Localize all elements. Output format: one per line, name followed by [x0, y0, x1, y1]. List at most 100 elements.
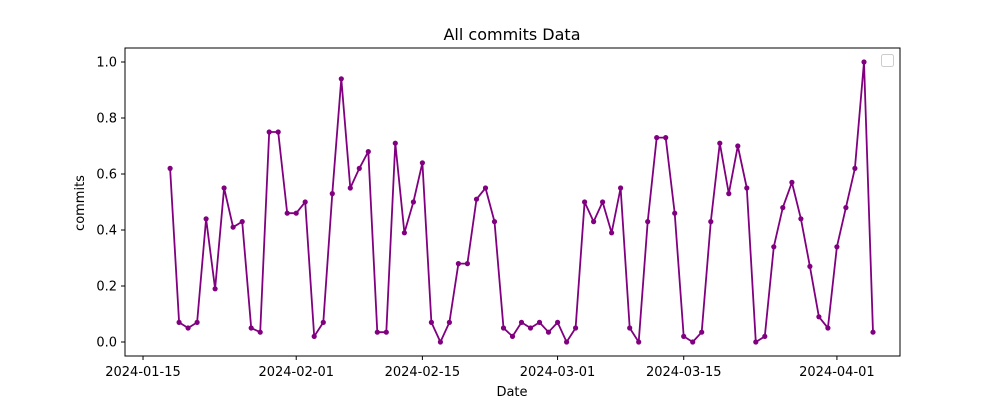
data-point — [266, 129, 272, 135]
data-point — [212, 286, 218, 292]
data-point — [383, 329, 389, 335]
y-tick-label: 0.0 — [96, 336, 117, 351]
x-tick-label: 2024-02-15 — [385, 365, 461, 380]
data-point — [708, 219, 714, 225]
data-point — [374, 329, 380, 335]
data-point — [681, 333, 687, 339]
data-point — [645, 219, 651, 225]
data-point — [527, 325, 534, 331]
data-point — [455, 261, 461, 267]
data-point — [410, 199, 416, 205]
data-point — [248, 325, 254, 331]
data-point — [717, 140, 723, 146]
data-point — [185, 325, 191, 331]
data-point — [861, 59, 867, 65]
x-tick-label: 2024-04-01 — [799, 365, 875, 380]
plot-frame — [124, 47, 901, 357]
data-point — [239, 219, 245, 225]
data-point — [176, 319, 182, 325]
data-point — [636, 339, 642, 345]
data-point — [825, 325, 831, 331]
data-point — [789, 179, 795, 185]
plot-area — [125, 48, 900, 356]
y-axis: 0.0 0.2 0.4 0.6 0.8 1.0 — [96, 56, 125, 351]
data-point — [419, 160, 425, 166]
data-point — [518, 319, 525, 325]
x-tick-label: 2024-02-01 — [258, 365, 334, 380]
data-point — [500, 325, 507, 331]
data-point — [536, 319, 543, 325]
data-point — [293, 210, 299, 216]
data-point — [329, 191, 335, 197]
y-tick-label: 1.0 — [96, 56, 117, 71]
data-point — [545, 329, 552, 335]
data-point — [302, 199, 308, 205]
data-point — [275, 129, 281, 135]
data-point — [762, 333, 768, 339]
data-point — [482, 185, 489, 191]
data-point — [257, 329, 263, 335]
data-point — [726, 191, 732, 197]
data-point — [798, 216, 804, 222]
x-axis-label: Date — [496, 385, 527, 400]
data-point — [284, 210, 290, 216]
data-point — [654, 135, 660, 141]
data-point — [167, 165, 173, 171]
chart-title: All commits Data — [443, 25, 580, 44]
data-point — [194, 319, 200, 325]
data-point — [428, 319, 434, 325]
legend-box — [881, 54, 894, 67]
data-point — [347, 185, 353, 191]
data-point — [365, 149, 371, 155]
data-point — [870, 329, 876, 335]
data-point — [771, 244, 777, 250]
data-point — [582, 199, 588, 205]
data-point — [834, 244, 840, 250]
data-point — [464, 261, 470, 267]
x-tick-label: 2024-03-15 — [646, 365, 722, 380]
data-point — [591, 219, 597, 225]
x-axis: 2024-01-15 2024-02-01 2024-02-15 2024-03-01… — [105, 356, 875, 380]
x-tick-label: 2024-01-15 — [105, 365, 181, 380]
data-point — [320, 319, 326, 325]
data-point — [690, 339, 696, 345]
data-point — [401, 230, 407, 236]
data-point — [473, 196, 480, 202]
data-point — [437, 339, 443, 345]
data-point — [203, 216, 209, 222]
data-point — [699, 329, 705, 335]
data-point — [221, 185, 227, 191]
y-tick-label: 0.4 — [96, 224, 117, 239]
data-point — [230, 224, 236, 230]
data-point — [735, 143, 741, 149]
data-point — [744, 185, 750, 191]
data-point — [509, 333, 516, 339]
data-point — [843, 205, 849, 211]
y-tick-label: 0.6 — [96, 168, 117, 183]
data-point — [618, 185, 624, 191]
data-point — [816, 314, 822, 320]
data-point — [356, 165, 362, 171]
series-layer — [167, 59, 876, 345]
data-point — [852, 165, 858, 171]
data-point — [753, 339, 759, 345]
x-tick-label: 2024-03-01 — [520, 365, 596, 380]
data-point — [392, 140, 398, 146]
data-point — [573, 325, 579, 331]
data-point — [663, 135, 669, 141]
data-point — [564, 339, 570, 345]
data-point — [491, 219, 498, 225]
data-point — [311, 333, 317, 339]
y-tick-label: 0.2 — [96, 280, 117, 295]
data-point — [600, 199, 606, 205]
data-point — [338, 76, 344, 82]
data-point — [780, 205, 786, 211]
y-tick-label: 0.8 — [96, 112, 117, 127]
data-point — [672, 210, 678, 216]
data-point — [609, 230, 615, 236]
y-axis-label: commits — [73, 175, 88, 231]
data-point — [555, 319, 561, 325]
data-point — [446, 319, 452, 325]
